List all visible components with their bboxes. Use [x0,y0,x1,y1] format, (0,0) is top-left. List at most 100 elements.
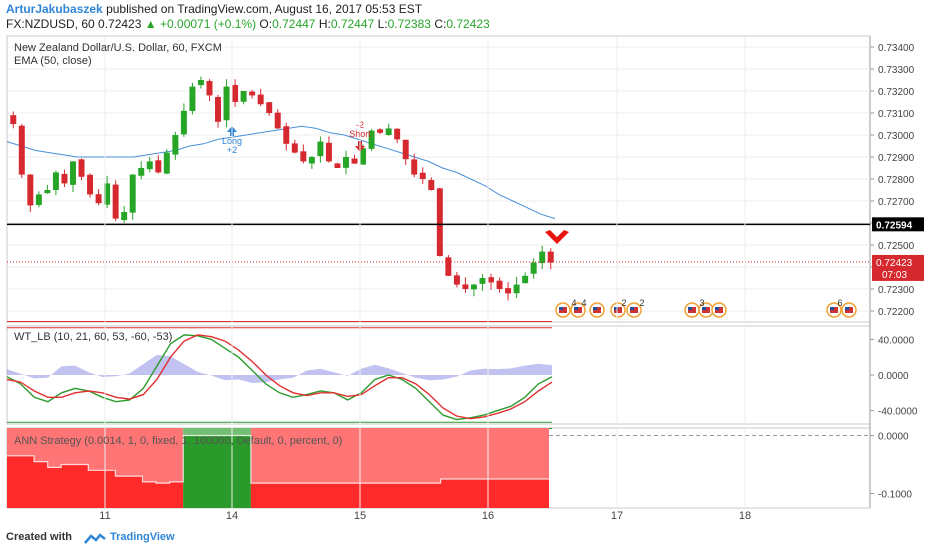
candle-body [317,141,324,157]
wt-histogram [7,354,552,383]
candle [496,277,503,293]
candle-body [232,85,239,102]
candle-body [197,80,204,86]
candle [411,153,418,178]
ann-equity-fill [7,428,549,484]
price-tick-label: 0.72200 [878,307,915,318]
candle [300,144,307,164]
candle [394,127,401,144]
candle-body [368,130,375,149]
last-tag-bg [872,254,924,281]
published-text: published on TradingView.com, August 16,… [106,2,423,16]
candle [274,109,281,130]
candle [283,122,290,151]
wt-line-fast [6,334,553,421]
candle [138,161,145,180]
price-tick-label: 0.72700 [878,197,915,208]
low-value: 0.72383 [387,17,431,31]
candle [240,90,247,105]
price-tick-label: 0.72500 [878,241,915,252]
candle-body [172,135,179,155]
ann-state-bg [183,428,251,508]
candle-body [180,110,187,135]
event-flag-icon[interactable] [570,302,586,318]
time-tick-label: 11 [99,510,110,522]
candle [257,88,264,107]
event-flag-icon[interactable] [826,302,842,318]
candle-body [411,159,418,175]
candle [112,180,119,222]
timer-label: 07:03 [882,270,907,281]
candle [402,139,409,166]
event-count-label: 2 [621,298,626,308]
candle-body [342,157,349,168]
candle-body [522,275,529,284]
event-flag-icon[interactable] [841,302,857,318]
created-with-label: Created with [6,531,73,543]
event-flag-icon[interactable] [626,302,642,318]
last-price: 0.72423 [98,17,142,31]
author-link[interactable]: ArturJakubaszek [6,2,103,16]
candle [377,128,384,135]
open-label: O: [259,17,273,31]
event-flag-icon[interactable] [711,302,727,318]
candle-body [27,174,34,206]
footer: Created with TradingView [0,528,932,550]
candle-body [428,180,435,190]
candle-body [479,278,486,284]
candle [232,79,239,107]
candle [385,123,392,136]
candle [317,136,324,163]
candle-body [436,188,443,256]
event-flag-icon[interactable] [684,302,700,318]
price-tick-label: 0.73200 [878,87,915,98]
close-value: 0.72423 [446,17,490,31]
event-count-label: 2 [639,298,644,308]
candle-body [283,126,290,144]
candle [266,102,273,116]
candle-body [10,115,17,124]
up-arrow-icon: ▲ [144,17,157,31]
candle [146,156,153,173]
candle [155,155,162,174]
candle [308,155,315,169]
event-flag-icon[interactable] [589,302,605,318]
event-flag-icon[interactable] [555,302,571,318]
event-flag-canton [593,307,597,310]
time-tick-label: 15 [354,510,366,522]
candle [428,177,435,191]
last-tag-label: 0.72423 [876,258,913,269]
candle-body [104,183,111,205]
candle-body [539,251,546,264]
candle [505,282,512,301]
candle-body [274,112,281,129]
event-flag-canton [559,307,563,310]
candle-body [496,280,503,289]
candle-body [61,173,68,184]
event-flag-canton [715,307,719,310]
hline-tag-label: 0.72594 [876,220,913,231]
close-label: C: [434,17,447,31]
ann-state-bg [7,428,184,508]
candle [470,283,477,297]
candle [462,277,469,294]
candle [44,184,51,194]
candle [291,139,298,154]
open-value: 0.72447 [272,17,316,31]
candle-body [266,102,273,113]
event-flag-icon[interactable] [610,302,626,318]
hline-price-tag: 0.72594 [872,217,924,232]
candle [368,128,375,152]
event-count-label: 4 [571,298,576,308]
candle-body [87,174,94,195]
candle [453,271,460,288]
price-tick-label: 0.73100 [878,109,915,120]
tradingview-brand[interactable]: TradingView [110,531,175,543]
candle [223,79,230,128]
candle [334,162,341,169]
candle-body [530,262,537,274]
high-value: 0.72447 [330,17,375,31]
candle-body [69,161,76,185]
